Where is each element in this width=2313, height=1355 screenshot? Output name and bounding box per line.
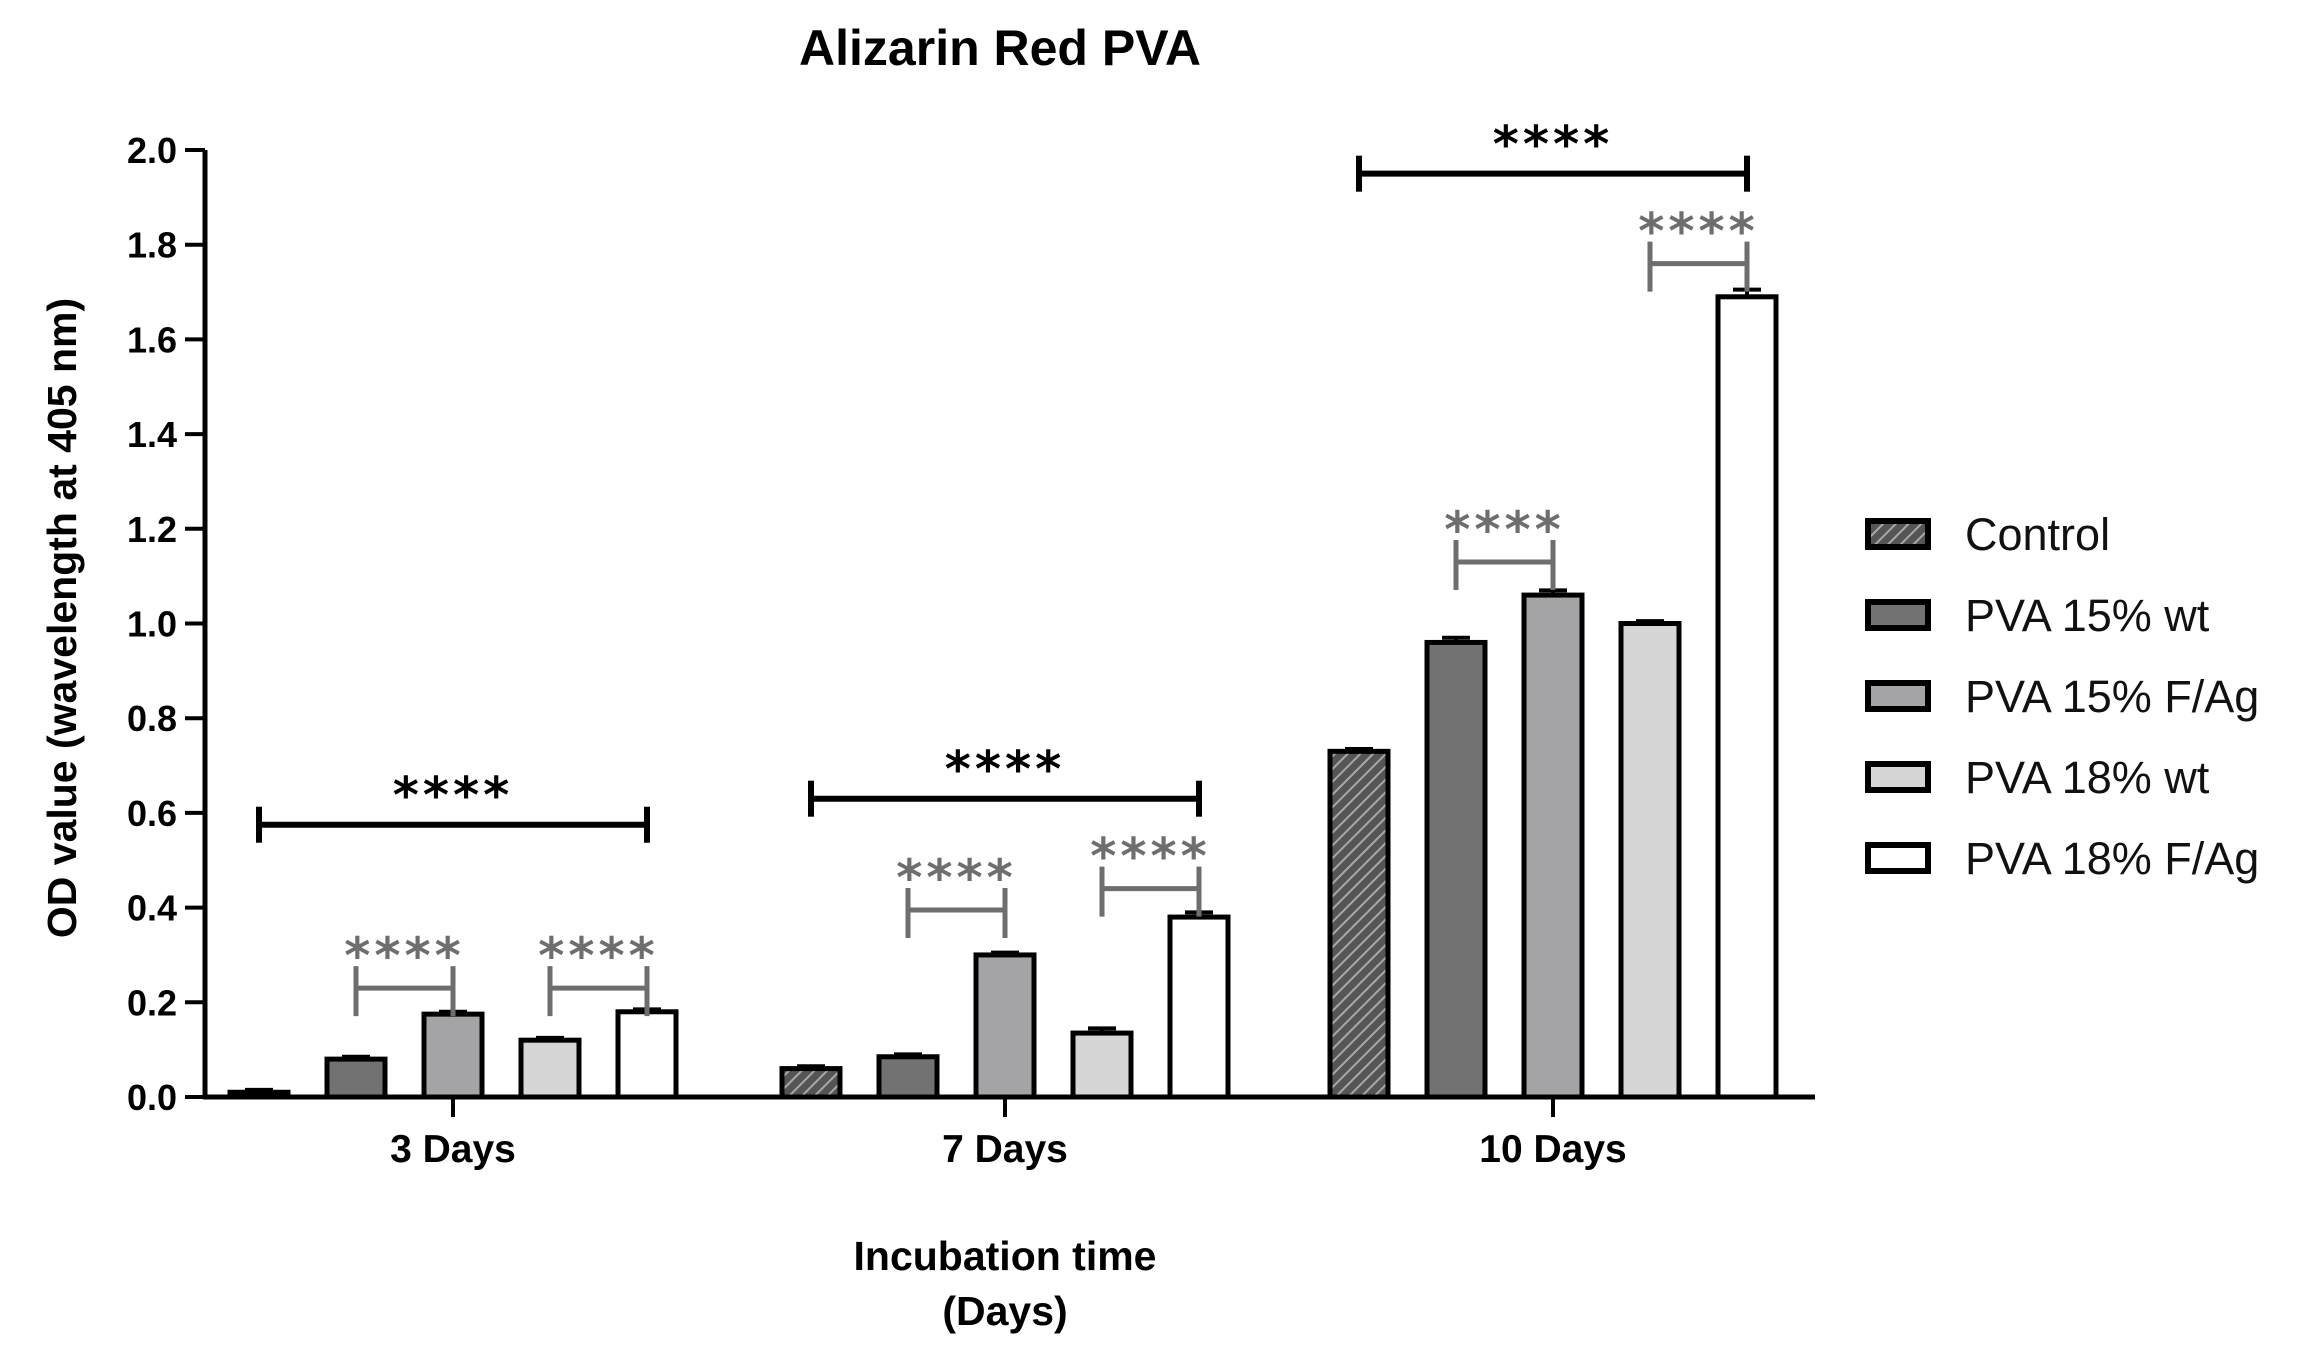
bar-3-2	[973, 952, 1037, 1100]
significance-label-1: ****	[393, 767, 514, 825]
significance-label-2: ****	[344, 927, 465, 985]
bar-1-3	[1327, 748, 1391, 1100]
legend-swatch-3	[1865, 680, 1931, 712]
significance-label-8: ****	[1444, 501, 1565, 559]
bar-4-3	[1618, 621, 1682, 1100]
y-tick-label-10: 1.8	[127, 225, 177, 266]
y-tick-label-1: 0.0	[127, 1077, 177, 1118]
bar-3-1	[421, 1011, 485, 1100]
y-tick-label-2: 0.2	[127, 982, 177, 1023]
significance-label-6: ****	[1090, 828, 1211, 886]
legend-swatch-5	[1865, 842, 1931, 874]
y-tick-label-11: 2.0	[127, 130, 177, 171]
significance-label-9: ****	[1638, 203, 1759, 261]
legend-label-3: PVA 15% F/Ag	[1965, 671, 2259, 722]
legend: Control PVA 15% wt PVA 15% F/Ag PVA 18% wt P…	[1865, 509, 2259, 884]
bar-4-2	[1070, 1030, 1134, 1100]
x-tick-label-1: 3 Days	[390, 1128, 516, 1171]
legend-swatch-4	[1865, 761, 1931, 793]
chart-title: Alizarin Red PVA	[799, 20, 1201, 76]
legend-label-1: Control	[1965, 509, 2110, 560]
legend-label-2: PVA 15% wt	[1965, 590, 2210, 641]
y-tick-label-7: 1.2	[127, 509, 177, 550]
x-axis-label-line-1: Incubation time	[854, 1233, 1157, 1279]
y-tick-label-3: 0.4	[127, 888, 177, 929]
y-tick-label-5: 0.8	[127, 698, 177, 739]
y-tick-label-6: 1.0	[127, 604, 177, 645]
x-tick-label-3: 10 Days	[1479, 1128, 1626, 1171]
legend-label-5: PVA 18% F/Ag	[1965, 833, 2259, 884]
significance-label-4: ****	[945, 741, 1066, 799]
y-axis-label: OD value (wavelength at 405 nm)	[39, 298, 85, 938]
bar-2-2	[876, 1054, 940, 1100]
legend-label-4: PVA 18% wt	[1965, 752, 2210, 803]
significance-label-7: ****	[1493, 116, 1614, 174]
bar-5-1	[615, 1009, 679, 1100]
bar-2-1	[324, 1056, 388, 1100]
bar-1-2	[779, 1066, 843, 1100]
bar-5-3	[1715, 294, 1779, 1100]
significance-label-3: ****	[538, 927, 659, 985]
significance-label-5: ****	[896, 849, 1017, 907]
legend-swatch-2	[1865, 599, 1931, 631]
y-tick-label-8: 1.4	[127, 414, 177, 455]
bar-4-1	[518, 1037, 582, 1100]
bar-5-2	[1167, 914, 1231, 1100]
bar-3-3	[1521, 592, 1585, 1100]
x-axis-label-line-2: (Days)	[942, 1288, 1067, 1334]
y-tick-label-9: 1.6	[127, 319, 177, 360]
legend-swatch-1	[1865, 518, 1931, 550]
x-tick-label-2: 7 Days	[942, 1128, 1068, 1171]
bar-2-3	[1424, 639, 1488, 1100]
plot-area: 0.0 0.2 0.4 0.6 0.8 1.0 1.2 1.4 1.6 1.8 2.0 3 Days 7…	[127, 116, 1815, 1171]
y-tick-label-4: 0.6	[127, 793, 177, 834]
